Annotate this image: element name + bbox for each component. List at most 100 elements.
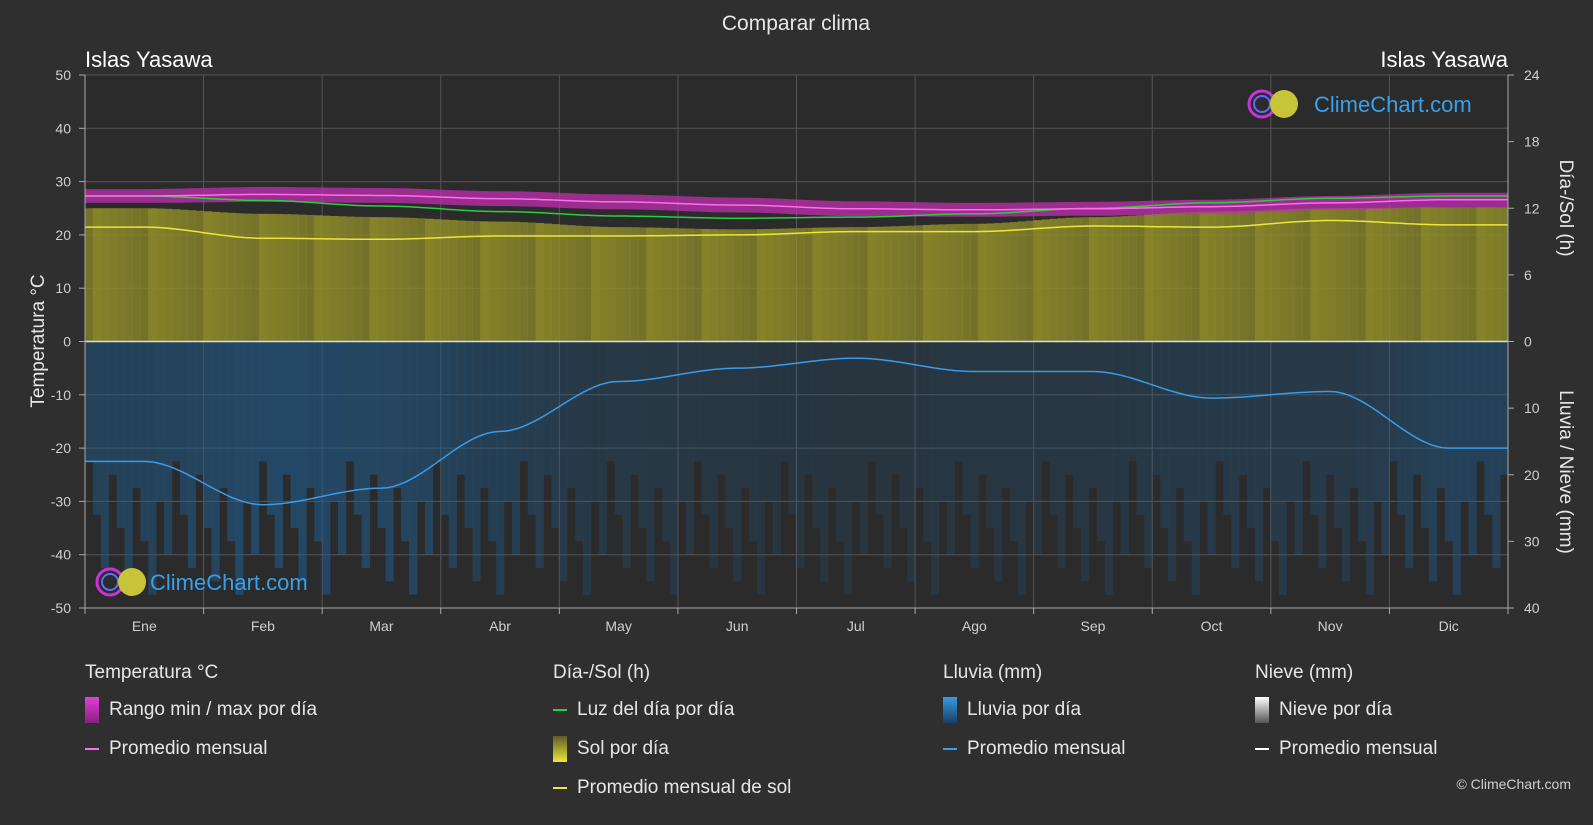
sunshine-day-bar: [812, 227, 821, 342]
rain-day-bar: [440, 341, 449, 515]
sunshine-day-bar: [171, 209, 181, 342]
rain-day-bar: [1357, 341, 1366, 542]
sunshine-day-bar: [986, 223, 995, 342]
rain-day-bar: [867, 341, 876, 462]
sunshine-daily-bars: [85, 207, 1509, 342]
rain-day-bar: [1405, 341, 1414, 569]
logo-sun-icon: [1270, 90, 1298, 118]
sunshine-day-bar: [203, 211, 212, 342]
sunshine-day-bar: [1452, 207, 1461, 342]
sunshine-day-bar: [764, 228, 774, 342]
rain-day-bar: [875, 341, 884, 515]
rain-day-bar: [764, 341, 774, 502]
sunshine-day-bar: [788, 228, 797, 342]
rain-day-bar: [670, 341, 679, 595]
rain-day-bar: [756, 341, 766, 595]
sunshine-day-bar: [1286, 209, 1295, 342]
rain-day-bar: [195, 341, 204, 475]
location-right: Islas Yasawa: [1380, 47, 1508, 72]
sunshine-day-bar: [733, 229, 742, 342]
rain-day-bar: [377, 341, 386, 529]
sunshine-day-bar: [559, 224, 568, 342]
rain-day-bar: [503, 341, 513, 502]
rain-day-bar: [543, 341, 552, 475]
rain-day-bar: [424, 341, 434, 555]
sunshine-day-bar: [219, 212, 228, 342]
legend-item-rain: Lluvia por día: [943, 697, 1125, 723]
sunshine-day-bar: [907, 225, 916, 342]
sunshine-day-bar: [1247, 210, 1256, 342]
sunshine-day-bar: [875, 226, 884, 342]
sunshine-day-bar: [1152, 214, 1161, 342]
legend-rain: Lluvia (mm) Lluvia por día Promedio mens…: [943, 662, 1125, 776]
sunshine-day-bar: [820, 227, 829, 342]
rain-day-bar: [717, 341, 726, 475]
sunshine-day-bar: [891, 226, 900, 342]
y-tick-label-temperature: 20: [55, 227, 71, 243]
sunshine-day-bar: [701, 228, 710, 342]
temperature-range-area: [85, 186, 1508, 217]
legend-temperature: Temperatura °C Rango min / max por día P…: [85, 662, 317, 776]
rain-day-bar: [733, 341, 742, 582]
rain-day-bar: [496, 341, 505, 595]
rain-day-bar: [1286, 341, 1295, 502]
rain-day-bar: [243, 341, 252, 502]
sunshine-day-bar: [1476, 207, 1485, 342]
rain-day-bar: [298, 341, 307, 582]
axes: 50 40 30 20 10 0 -10 -20 -30 -40 -50 24 18 12 6 0 10 20 30…: [51, 67, 1540, 634]
rain-day-bar: [567, 341, 576, 489]
legend-item-sun-avg: Promedio mensual de sol: [553, 776, 791, 800]
rain-day-bar: [527, 341, 536, 515]
sunshine-day-bar: [677, 228, 687, 342]
rain-day-bar: [1341, 341, 1351, 582]
rain-day-bar: [1247, 341, 1256, 529]
rain-day-bar: [409, 341, 418, 595]
sunshine-day-bar: [1183, 212, 1193, 342]
sunshine-day-bar: [1144, 214, 1153, 342]
rain-day-bar: [519, 341, 529, 462]
sunshine-day-bar: [527, 222, 536, 342]
sunshine-day-bar: [1104, 216, 1114, 342]
rain-day-bar: [1255, 341, 1264, 582]
sunshine-day-bar: [1231, 211, 1240, 342]
rain-day-bar: [812, 341, 821, 529]
sunshine-day-bar: [583, 226, 592, 342]
rain-day-bar: [1444, 341, 1453, 542]
sunshine-day-bar: [1160, 213, 1169, 342]
rain-avg-line: [85, 357, 1508, 506]
sunshine-day-bar: [1002, 222, 1011, 342]
sunshine-day-bar: [519, 222, 529, 342]
rain-day-bar: [1120, 341, 1129, 555]
rain-day-bar: [1144, 341, 1153, 569]
sunshine-day-bar: [243, 213, 252, 342]
rain-day-bar: [1104, 341, 1114, 595]
snow-avg-swatch: [1255, 748, 1269, 750]
rain-day-bar: [171, 341, 181, 462]
sunshine-day-bar: [1089, 217, 1098, 342]
legend-item-temp-avg: Promedio mensual: [85, 737, 317, 761]
sunshine-day-bar: [1492, 207, 1501, 342]
x-tick-label-month: Mar: [369, 618, 393, 634]
rain-day-bar: [322, 341, 331, 595]
rain-day-bar: [337, 341, 347, 555]
sunshine-day-bar: [994, 223, 1003, 342]
rain-day-bar: [1389, 341, 1398, 462]
legend-snow: Nieve (mm) Nieve por día Promedio mensua…: [1255, 662, 1437, 776]
sunshine-day-bar: [1207, 211, 1216, 342]
rain-day-bar: [946, 341, 955, 555]
rain-day-bar: [219, 341, 228, 489]
rain-day-bar: [1073, 341, 1082, 529]
rain-day-bar: [693, 341, 702, 462]
rain-day-bar: [1436, 341, 1446, 489]
sunshine-day-bar: [116, 208, 125, 342]
rain-day-bar: [891, 341, 900, 475]
rain-day-bar: [203, 341, 212, 529]
sunshine-day-bar: [1302, 208, 1311, 342]
y-tick-label-rain: 40: [1524, 600, 1540, 616]
rain-day-bar: [954, 341, 963, 462]
y-tick-label-temperature: 30: [55, 174, 71, 190]
rain-day-bar: [1168, 341, 1177, 582]
rain-day-bar: [1428, 341, 1438, 582]
sunshine-day-bar: [401, 217, 410, 342]
sunshine-day-bar: [1199, 211, 1208, 342]
